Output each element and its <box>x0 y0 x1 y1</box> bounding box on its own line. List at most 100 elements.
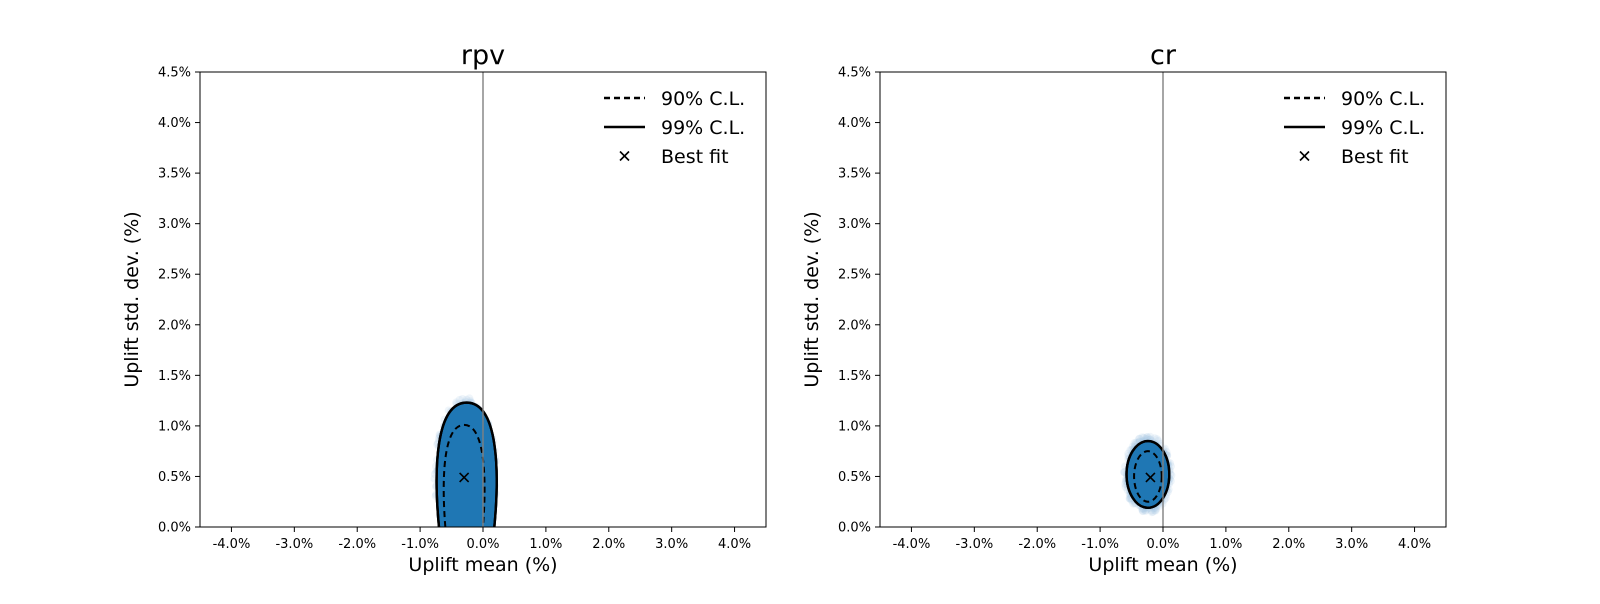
sample-point <box>1135 435 1144 443</box>
sample-point <box>1135 434 1144 443</box>
y-tick-label: 2.0% <box>158 318 191 333</box>
sample-point <box>444 536 452 544</box>
y-tick-label: 4.5% <box>838 66 871 81</box>
sample-point <box>1150 506 1159 515</box>
legend-best-fit-stroke <box>619 150 630 162</box>
legend-90-label: 90% C.L. <box>661 88 745 110</box>
y-axis-label: Uplift std. dev. (%) <box>121 211 143 387</box>
y-axis-label: Uplift std. dev. (%) <box>801 211 823 387</box>
y-tick-label: 0.0% <box>158 521 191 536</box>
sample-point <box>455 395 464 404</box>
plot-area <box>430 72 500 553</box>
sample-point <box>454 533 462 541</box>
y-tick-label: 3.0% <box>158 217 191 232</box>
sample-point <box>1150 434 1159 443</box>
sample-point <box>465 394 474 403</box>
sample-point <box>443 534 451 542</box>
contour-99 <box>1125 439 1171 509</box>
sample-point <box>450 529 458 537</box>
sample-point <box>448 537 456 545</box>
plot-area <box>1120 72 1176 527</box>
sample-point <box>457 532 465 540</box>
sample-point <box>457 533 465 541</box>
sample-point <box>447 534 455 542</box>
sample-point <box>446 535 454 543</box>
x-tick-label: -1.0% <box>1081 537 1119 552</box>
sample-point <box>458 395 467 403</box>
x-tick-label: 4.0% <box>718 537 751 552</box>
sample-point <box>1146 432 1155 441</box>
y-tick-label: 2.5% <box>838 268 871 283</box>
y-tick-label: 2.0% <box>838 318 871 333</box>
x-tick-label: -3.0% <box>955 537 993 552</box>
sample-point <box>457 545 465 553</box>
y-tick-label: 0.5% <box>838 470 871 485</box>
sample-point <box>453 543 461 551</box>
best-fit-stroke <box>1145 472 1156 483</box>
y-tick-label: 4.0% <box>838 116 871 131</box>
x-tick-label: 1.0% <box>1209 537 1242 552</box>
sample-point <box>474 529 482 537</box>
sample-point <box>1138 433 1147 442</box>
legend-best-fit-marker <box>1299 150 1310 162</box>
contour-90 <box>1133 450 1163 503</box>
sample-point <box>457 539 465 547</box>
sample-point <box>1153 435 1162 444</box>
y-tick-label: 2.5% <box>158 268 191 283</box>
x-tick-label: 3.0% <box>655 537 688 552</box>
y-tick-label: 4.0% <box>158 116 191 131</box>
legend-90-label: 90% C.L. <box>1341 88 1425 110</box>
x-tick-label: -1.0% <box>401 537 439 552</box>
sample-point <box>457 537 465 545</box>
x-axis-label: Uplift mean (%) <box>408 554 557 576</box>
sample-point <box>1151 506 1160 515</box>
sample-point <box>454 530 462 538</box>
sample-point <box>463 529 471 537</box>
x-axis-label: Uplift mean (%) <box>1088 554 1237 576</box>
y-tick-label: 3.5% <box>158 167 191 182</box>
x-tick-label: -2.0% <box>338 537 376 552</box>
x-tick-label: 0.0% <box>466 537 499 552</box>
contour-90 <box>442 423 486 527</box>
legend-99-label: 99% C.L. <box>661 117 745 139</box>
sample-point <box>1142 433 1151 442</box>
y-tick-label: 1.5% <box>158 369 191 384</box>
y-tick-label: 4.5% <box>158 66 191 81</box>
sample-point <box>1138 507 1147 516</box>
chart-title: cr <box>1150 40 1177 71</box>
sample-point <box>1147 508 1156 517</box>
best-fit-marker <box>459 472 470 483</box>
x-tick-label: 2.0% <box>1272 537 1305 552</box>
y-tick-label: 3.5% <box>838 167 871 182</box>
legend-best-fit-marker <box>619 150 630 162</box>
sample-point <box>452 540 460 548</box>
x-tick-label: 4.0% <box>1398 537 1431 552</box>
legend: 90% C.L. 99% C.L. Best fit <box>1284 88 1425 168</box>
legend: 90% C.L. 99% C.L. Best fit <box>604 88 745 168</box>
chart-rpv: -4.0% -3.0% -2.0% -1.0% 0.0% 1.0% 2.0% 3.0% 4.0%… <box>121 40 767 576</box>
sample-point <box>450 540 458 548</box>
y-tick-label: 1.0% <box>838 419 871 434</box>
y-tick-label: 0.0% <box>838 521 871 536</box>
y-tick-label: 1.0% <box>158 419 191 434</box>
contour-99 <box>435 401 498 527</box>
sample-point <box>1148 507 1157 516</box>
chart-title: rpv <box>461 40 505 71</box>
sample-point <box>1143 433 1152 442</box>
chart-cr: -4.0% -3.0% -2.0% -1.0% 0.0% 1.0% 2.0% 3.0% 4.0%… <box>801 40 1447 576</box>
x-tick-label: 3.0% <box>1335 537 1368 552</box>
x-tick-label: 0.0% <box>1146 537 1179 552</box>
sample-point <box>456 533 464 541</box>
sample-point <box>1139 433 1148 442</box>
sample-point <box>474 529 482 537</box>
sample-point <box>458 535 466 543</box>
x-tick-label: -2.0% <box>1018 537 1056 552</box>
legend-best-fit-label: Best fit <box>1341 146 1409 168</box>
x-tick-label: -4.0% <box>893 537 931 552</box>
best-fit-marker <box>1145 472 1156 483</box>
legend-best-fit-stroke <box>1299 150 1310 162</box>
sample-point <box>453 537 461 545</box>
sample-point <box>461 528 469 536</box>
sample-point <box>446 530 454 538</box>
